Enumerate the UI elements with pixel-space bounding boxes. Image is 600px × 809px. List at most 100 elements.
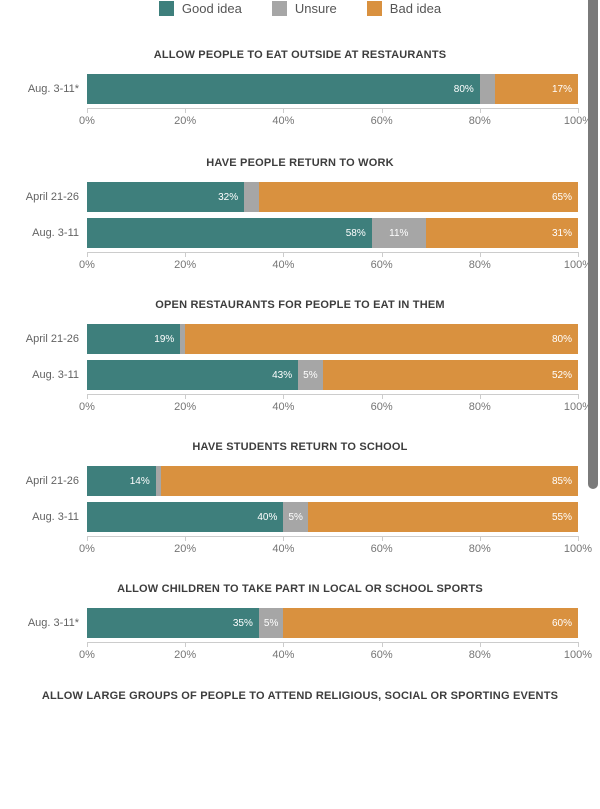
stacked-bar: 19% 80%	[87, 324, 578, 354]
bar-row: April 21-26 14% 85%	[0, 466, 600, 496]
x-axis-tick-label: 100%	[563, 543, 593, 555]
legend-label-good-idea: Good idea	[181, 1, 242, 16]
row-label: April 21-26	[25, 191, 79, 203]
segment-label: 43%	[272, 369, 293, 381]
legend-item-good-idea: Good idea	[158, 1, 242, 16]
segment-label: 58%	[345, 227, 366, 239]
bar-segment-good-idea: 32%	[87, 182, 245, 212]
x-axis-tick	[578, 252, 579, 257]
segment-label: 32%	[218, 191, 239, 203]
x-axis-tick-label: 20%	[174, 115, 197, 127]
x-axis-tick-label: 40%	[272, 115, 295, 127]
x-axis-tick-label: 60%	[370, 543, 393, 555]
stacked-bar: 43% 5% 52%	[87, 360, 578, 390]
x-axis-tick	[381, 642, 383, 647]
x-axis-tick	[283, 536, 285, 541]
x-axis-tick	[185, 536, 187, 541]
bar-row: Aug. 3-11 43% 5% 52%	[0, 360, 600, 390]
bar-segment-good-idea: 80%	[87, 74, 480, 104]
segment-label: 65%	[551, 191, 572, 203]
x-axis-tick-label: 20%	[174, 543, 197, 555]
row-label: Aug. 3-11*	[27, 617, 79, 629]
x-axis-tick-label: 20%	[174, 259, 197, 271]
x-axis-tick-label: 60%	[370, 115, 393, 127]
legend-swatch-bad-idea-icon	[366, 1, 382, 16]
x-axis-tick-label: 0%	[79, 115, 95, 127]
x-axis-tick	[87, 394, 88, 399]
x-axis-tick	[479, 252, 481, 257]
bar-segment-unsure	[479, 74, 495, 104]
bar-segment-bad-idea: 65%	[258, 182, 578, 212]
x-axis-tick	[479, 642, 481, 647]
x-axis-tick	[87, 252, 88, 257]
bar-segment-bad-idea: 85%	[160, 466, 578, 496]
bar-row: April 21-26 32% 65%	[0, 182, 600, 212]
x-axis-tick-label: 80%	[468, 649, 491, 661]
chart-title: ALLOW PEOPLE TO EAT OUTSIDE AT RESTAURAN…	[153, 49, 447, 61]
segment-label: 19%	[154, 333, 175, 345]
x-axis-tick	[578, 536, 579, 541]
legend-swatch-good-idea-icon	[158, 1, 174, 16]
x-axis-tick-label: 80%	[468, 259, 491, 271]
legend-swatch-unsure-icon	[271, 1, 287, 16]
bar-segment-unsure: 5%	[283, 502, 308, 532]
segment-label: 31%	[551, 227, 572, 239]
row-label: Aug. 3-11	[32, 227, 79, 239]
stacked-bar: 40% 5% 55%	[87, 502, 578, 532]
segment-label: 11%	[389, 227, 409, 239]
x-axis-tick	[381, 252, 383, 257]
segment-label: 35%	[232, 617, 253, 629]
x-axis-tick	[578, 108, 579, 113]
row-label: Aug. 3-11*	[27, 83, 79, 95]
x-axis-tick-label: 100%	[563, 401, 593, 413]
x-axis-tick	[87, 108, 88, 113]
bar-row: Aug. 3-11 58% 11% 31%	[0, 218, 600, 248]
segment-label: 17%	[551, 83, 572, 95]
x-axis-line	[87, 642, 579, 643]
bar-segment-good-idea: 40%	[87, 502, 284, 532]
x-axis-tick	[87, 642, 88, 647]
segment-label: 80%	[453, 83, 474, 95]
x-axis-tick	[381, 394, 383, 399]
segment-label: 40%	[257, 511, 278, 523]
bar-row: Aug. 3-11* 35% 5% 60%	[0, 608, 600, 638]
legend-label-unsure: Unsure	[294, 1, 337, 16]
chart-title: HAVE PEOPLE RETURN TO WORK	[206, 157, 394, 169]
x-axis-tick	[185, 394, 187, 399]
bar-segment-good-idea: 14%	[87, 466, 156, 496]
x-axis-tick-label: 40%	[272, 401, 295, 413]
x-axis-tick-label: 0%	[79, 649, 95, 661]
segment-label: 60%	[551, 617, 572, 629]
scrollbar-thumb[interactable]	[588, 0, 598, 489]
chart-title: ALLOW CHILDREN TO TAKE PART IN LOCAL OR …	[117, 583, 483, 595]
x-axis-tick	[578, 394, 579, 399]
x-axis-line	[87, 108, 579, 109]
row-label: Aug. 3-11	[32, 511, 79, 523]
x-axis-tick	[185, 252, 187, 257]
bar-row: Aug. 3-11 40% 5% 55%	[0, 502, 600, 532]
x-axis-tick-label: 60%	[370, 649, 393, 661]
x-axis-tick-label: 40%	[272, 649, 295, 661]
x-axis-tick	[87, 536, 88, 541]
x-axis-tick-label: 100%	[563, 259, 593, 271]
chart-title: OPEN RESTAURANTS FOR PEOPLE TO EAT IN TH…	[155, 299, 445, 311]
x-axis-line	[87, 394, 579, 395]
x-axis-tick-label: 20%	[174, 401, 197, 413]
x-axis-tick-label: 20%	[174, 649, 197, 661]
x-axis-tick-label: 40%	[272, 543, 295, 555]
stacked-bar: 32% 65%	[87, 182, 578, 212]
x-axis-line	[87, 536, 579, 537]
row-label: Aug. 3-11	[32, 369, 79, 381]
stacked-bar: 58% 11% 31%	[87, 218, 578, 248]
bar-segment-unsure: 5%	[298, 360, 323, 390]
legend-label-bad-idea: Bad idea	[389, 1, 442, 16]
bar-segment-good-idea: 35%	[87, 608, 259, 638]
bar-segment-bad-idea: 31%	[425, 218, 578, 248]
bar-row: April 21-26 19% 80%	[0, 324, 600, 354]
stacked-bar: 14% 85%	[87, 466, 578, 496]
segment-label: 55%	[551, 511, 572, 523]
segment-label: 52%	[551, 369, 572, 381]
x-axis-tick-label: 80%	[468, 115, 491, 127]
x-axis-tick	[283, 252, 285, 257]
x-axis-tick-label: 40%	[272, 259, 295, 271]
